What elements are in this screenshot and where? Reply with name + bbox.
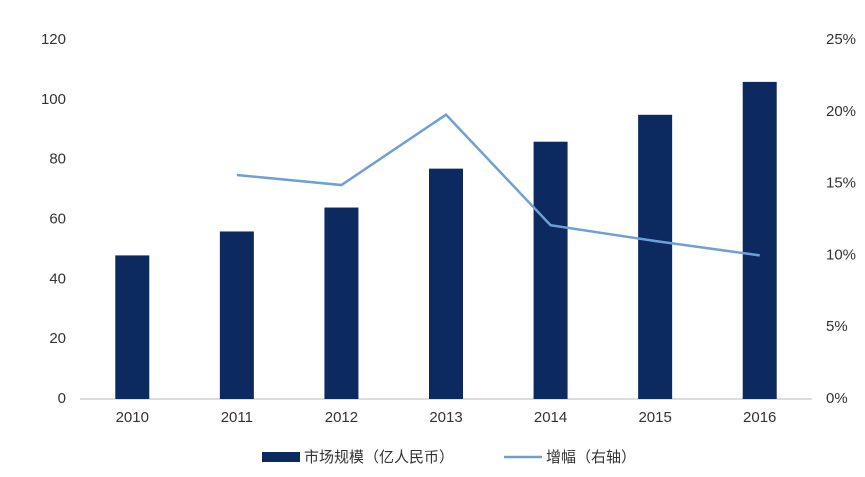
x-tick-label: 2011 bbox=[221, 409, 253, 426]
x-tick-label: 2013 bbox=[429, 409, 462, 426]
y2-tick-label: 0% bbox=[826, 390, 848, 407]
y2-tick-label: 25% bbox=[826, 31, 856, 48]
y-tick-label: 120 bbox=[41, 31, 66, 48]
bar bbox=[219, 231, 254, 399]
bar bbox=[324, 207, 359, 399]
y-tick-label: 20 bbox=[49, 330, 66, 347]
x-tick-label: 2010 bbox=[116, 409, 149, 426]
y-tick-label: 60 bbox=[49, 210, 66, 227]
y2-tick-label: 15% bbox=[826, 175, 856, 192]
legend-swatch bbox=[262, 452, 300, 462]
x-tick-label: 2012 bbox=[325, 409, 358, 426]
y2-tick-label: 5% bbox=[826, 318, 848, 335]
bar bbox=[533, 141, 568, 399]
y-tick-label: 0 bbox=[58, 390, 66, 407]
legend-label: 市场规模（亿人民币） bbox=[304, 449, 454, 466]
y-tick-label: 80 bbox=[49, 151, 66, 168]
y-tick-label: 100 bbox=[41, 91, 66, 108]
y2-tick-label: 20% bbox=[826, 103, 856, 120]
x-tick-label: 2016 bbox=[743, 409, 776, 426]
line bbox=[236, 113, 760, 257]
x-tick-label: 2014 bbox=[534, 409, 567, 426]
bar bbox=[115, 255, 150, 399]
bar bbox=[742, 81, 777, 399]
x-tick-label: 2015 bbox=[638, 409, 671, 426]
legend-label: 增幅（右轴） bbox=[546, 449, 636, 466]
y2-tick-label: 10% bbox=[826, 246, 856, 263]
bar bbox=[638, 114, 673, 400]
bar bbox=[429, 168, 463, 399]
y-tick-label: 40 bbox=[49, 270, 66, 287]
